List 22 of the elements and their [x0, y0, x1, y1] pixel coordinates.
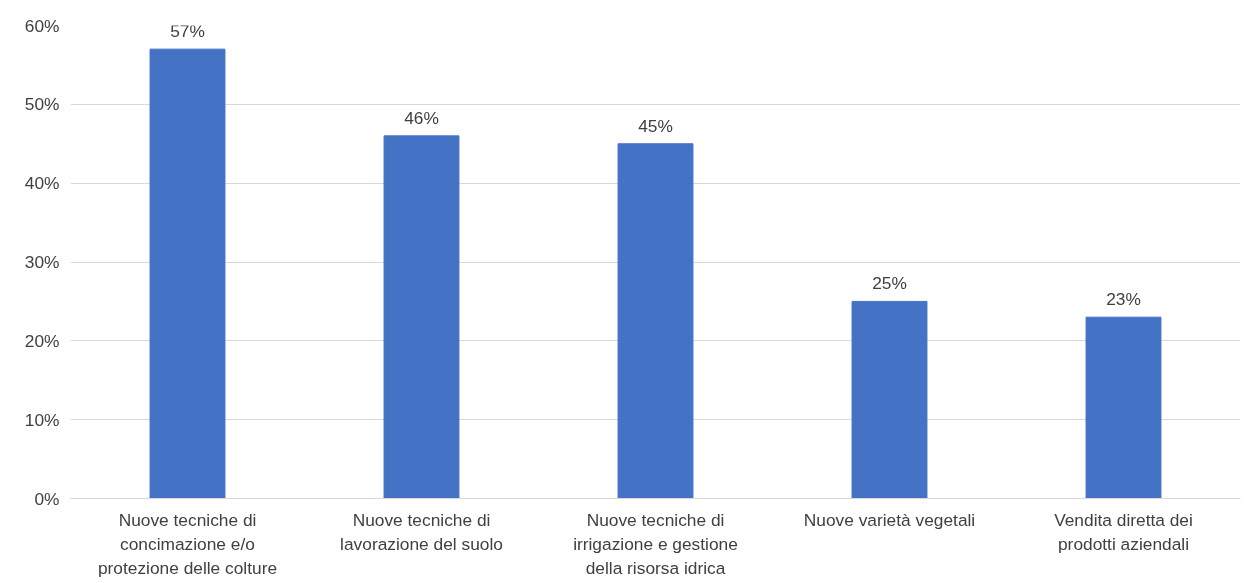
x-tick-label: Vendita diretta dei prodotti aziendali	[1054, 509, 1193, 554]
x-tick-label: Nuove tecniche di lavorazione del suolo	[340, 509, 503, 554]
bar	[149, 48, 226, 499]
y-tick-label: 0%	[34, 488, 60, 509]
y-tick-label: 40%	[24, 173, 60, 194]
bar	[617, 143, 694, 499]
x-tick-label: Nuove tecniche di concimazione e/o protezione delle colture	[97, 509, 278, 578]
x-tick-label: Nuove tecniche di irrigazione e gestione della risorsa idrica	[573, 509, 738, 578]
bar	[851, 300, 928, 499]
data-label: 25%	[872, 273, 907, 294]
data-label: 46%	[404, 107, 439, 128]
y-tick-label: 20%	[24, 330, 60, 351]
y-tick-label: 60%	[24, 15, 60, 36]
y-tick-label: 10%	[24, 409, 60, 430]
y-tick-label: 30%	[24, 252, 60, 272]
data-label: 23%	[1106, 289, 1141, 310]
x-tick-label: Nuove varietà vegetali	[803, 509, 976, 530]
data-label: 57%	[170, 21, 205, 42]
bar	[1085, 316, 1162, 499]
data-label: 45%	[638, 115, 673, 136]
bar	[383, 135, 460, 499]
y-tick-label: 50%	[24, 94, 60, 115]
